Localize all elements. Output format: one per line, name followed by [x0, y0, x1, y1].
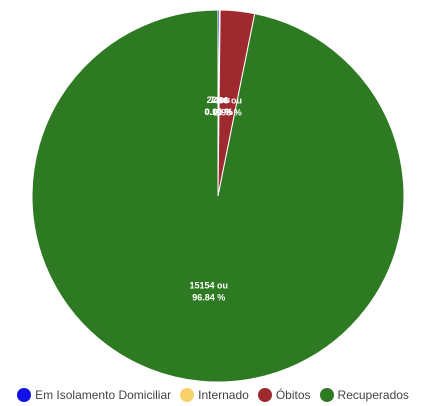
legend-label-1: Internado — [198, 388, 249, 402]
pie-slice-3[interactable] — [31, 9, 405, 383]
slice-label-2: 466 ou 2.98 % — [214, 96, 243, 118]
pie-labels: 22 ou 0.14 %7 ou 0.04 %466 ou 2.98 % 15154 o… — [190, 95, 243, 303]
slice-label-3: 15154 ou 96.84 % — [190, 281, 229, 303]
legend-label-3: Recuperados — [337, 388, 409, 402]
legend-label-2: Óbitos — [275, 388, 311, 402]
legend-item-2[interactable]: Óbitos — [257, 388, 311, 402]
legend: Em Isolamento Domiciliar Internado Óbitos R… — [0, 388, 426, 402]
legend-swatch-0 — [17, 388, 32, 402]
pie-slices — [31, 9, 405, 383]
legend-swatch-1 — [180, 388, 195, 402]
legend-label-0: Em Isolamento Domiciliar — [35, 388, 172, 402]
legend-swatch-3 — [319, 388, 334, 402]
slice-label-1: 7 ou 0.04 % — [205, 95, 233, 117]
legend-swatch-2 — [257, 388, 272, 402]
slice-label-0: 22 ou 0.14 % — [204, 95, 232, 117]
legend-item-1[interactable]: Internado — [180, 388, 249, 402]
pie-chart: 22 ou 0.14 %7 ou 0.04 %466 ou 2.98 % 15154 o… — [31, 9, 405, 383]
legend-item-3[interactable]: Recuperados — [319, 388, 409, 402]
legend-item-0[interactable]: Em Isolamento Domiciliar — [17, 388, 171, 402]
